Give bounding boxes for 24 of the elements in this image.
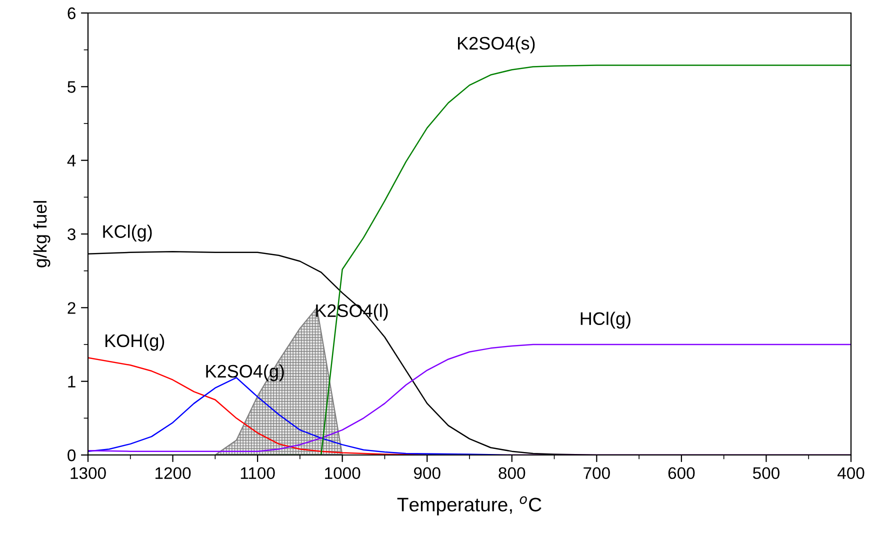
x-tick-label: 500 [752,467,780,480]
x-tick-label: 800 [498,467,526,480]
series-label: K2SO4(s) [458,36,535,54]
y-tick-label: 2 [68,302,76,314]
y-tick-label: 3 [68,228,76,240]
series-label: HCl(g) [580,312,630,329]
y-tick-label: 0 [68,449,76,462]
x-tick-label: 1000 [325,467,360,480]
series-label: K2SO4(g) [206,364,284,382]
x-tick-label: 1300 [70,467,106,480]
y-tick-label: 1 [68,376,76,388]
y-tick-label: 5 [68,81,76,93]
x-tick-label: 1100 [240,467,275,480]
x-tick-label: 400 [837,467,864,480]
series-label: KCl(g) [103,224,152,242]
y-tick-label: 4 [67,154,76,166]
x-tick-label: 600 [668,467,695,480]
series-label: KOH(g) [106,334,164,351]
y-axis-title: g/kg fuel [33,201,50,268]
x-tick-label: 900 [414,467,440,480]
x-tick-label: 700 [584,467,610,480]
y-tick-label: 6 [68,7,76,20]
x-tick-label: 1200 [156,467,191,480]
x-axis-title: Temperature, $^{o}$C [397,496,542,516]
